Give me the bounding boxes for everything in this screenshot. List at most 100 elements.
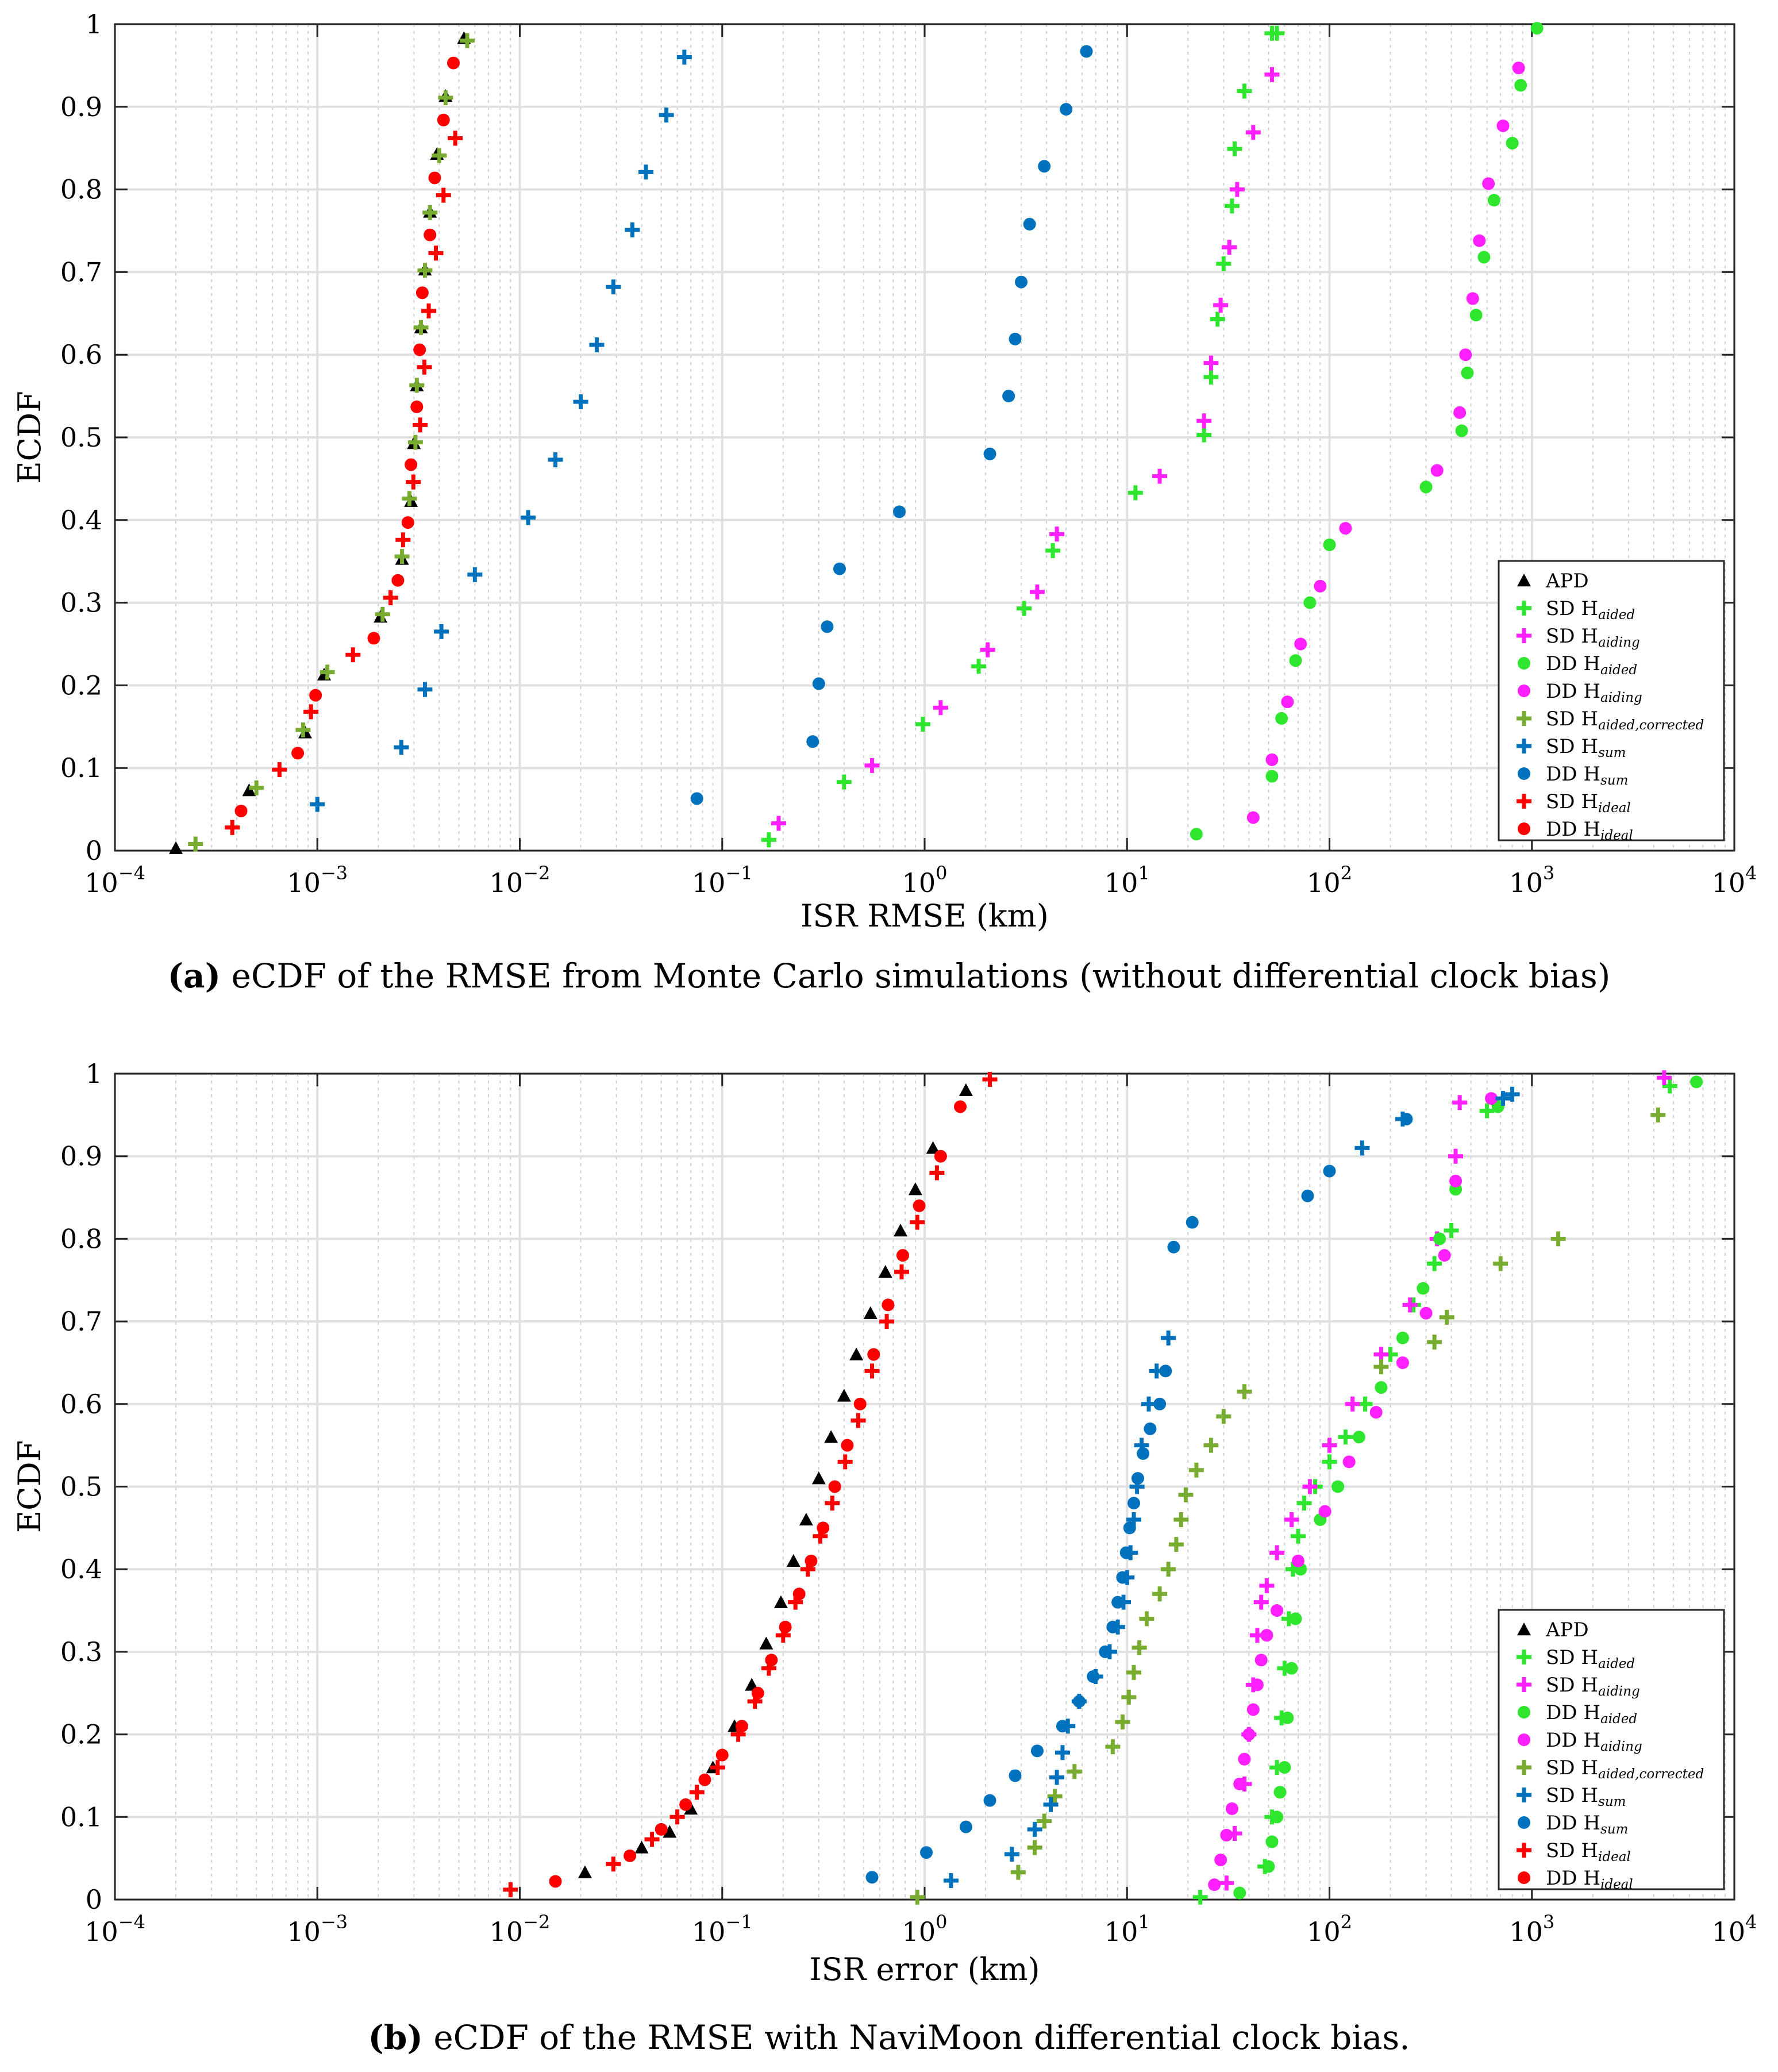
- data-point: [1323, 1164, 1336, 1178]
- data-point: [765, 1654, 778, 1667]
- data-point: [1318, 1505, 1331, 1518]
- y-tick-label: 0.7: [60, 1306, 102, 1337]
- data-point: [1269, 1545, 1285, 1560]
- caption: (a) eCDF of the RMSE from Monte Carlo si…: [168, 956, 1611, 995]
- data-point: [1186, 1216, 1199, 1229]
- data-point: [383, 590, 398, 605]
- legend-marker-sd_aided: [1517, 1650, 1531, 1664]
- data-point: [1461, 366, 1474, 379]
- data-point: [1196, 427, 1212, 443]
- x-axis-label: ISR error (km): [809, 1951, 1040, 1988]
- data-point: [1009, 1769, 1022, 1782]
- legend-marker-sd_corr: [1517, 1760, 1531, 1775]
- data-point: [310, 797, 325, 812]
- data-point: [409, 378, 425, 393]
- data-point: [1417, 1282, 1430, 1295]
- data-point: [679, 1798, 692, 1811]
- data-point: [1220, 1828, 1233, 1842]
- data-point: [1496, 119, 1510, 132]
- caption: (b) eCDF of the RMSE with NaviMoon diffe…: [368, 2018, 1410, 2057]
- x-tick-label: 101: [1104, 1911, 1150, 1947]
- y-axis-label: ECDF: [11, 391, 48, 484]
- legend-label-dd_sum: DD Hsum: [1546, 1812, 1628, 1837]
- x-tick-label: 101: [1104, 862, 1150, 898]
- data-point: [817, 1521, 830, 1535]
- y-tick-label: 0.9: [60, 1141, 102, 1172]
- data-point: [1493, 1256, 1508, 1271]
- data-point: [1087, 1670, 1100, 1683]
- data-point: [1259, 1578, 1275, 1593]
- data-point: [345, 647, 361, 663]
- series-dd_sum: [865, 1113, 1413, 1884]
- legend-marker-sd_aiding: [1517, 1677, 1531, 1692]
- data-point: [395, 532, 411, 548]
- data-point: [1357, 1396, 1373, 1412]
- data-point: [1126, 1664, 1142, 1680]
- data-point: [460, 33, 475, 48]
- data-point: [1123, 1521, 1136, 1535]
- data-point: [1289, 1612, 1302, 1625]
- x-tick-label: 102: [1307, 1911, 1352, 1947]
- y-tick-label: 0.4: [60, 1554, 102, 1585]
- data-point: [896, 1249, 909, 1262]
- data-point: [1269, 25, 1285, 41]
- data-point: [1439, 1309, 1454, 1325]
- data-point: [779, 1620, 792, 1633]
- x-tick-label: 102: [1307, 862, 1352, 898]
- data-point: [806, 735, 819, 748]
- legend-label-sd_aided: SD Haided: [1546, 597, 1635, 622]
- data-point: [1161, 1330, 1176, 1346]
- data-point: [1043, 1797, 1059, 1812]
- data-point: [1237, 83, 1252, 99]
- data-point: [1023, 217, 1036, 230]
- data-point: [606, 1856, 621, 1872]
- data-point: [413, 417, 428, 433]
- data-point: [1514, 79, 1527, 92]
- data-point: [910, 1889, 925, 1905]
- data-point: [1455, 424, 1468, 437]
- data-point: [1271, 1810, 1284, 1824]
- data-point: [1369, 1406, 1383, 1419]
- x-tick-label: 10−3: [287, 1911, 348, 1947]
- data-point: [391, 574, 405, 587]
- x-tick-label: 10−3: [287, 862, 348, 898]
- data-point: [1132, 1640, 1147, 1655]
- data-point: [982, 1072, 998, 1087]
- data-point: [689, 1785, 705, 1800]
- data-point: [1400, 1113, 1413, 1126]
- series-sd_aiding: [771, 67, 1280, 831]
- data-point: [1004, 1846, 1019, 1862]
- legend-marker-sd_sum: [1517, 739, 1531, 754]
- data-point: [821, 620, 834, 633]
- data-point: [225, 820, 240, 835]
- data-point: [865, 1871, 879, 1884]
- data-point: [1060, 103, 1073, 116]
- data-point: [698, 1773, 711, 1786]
- data-point: [1127, 1497, 1141, 1510]
- data-point: [394, 549, 410, 564]
- legend-marker-dd_ideal: [1518, 822, 1530, 835]
- x-tick-label: 10−1: [692, 862, 753, 898]
- legend-box: [1498, 560, 1725, 841]
- data-point: [655, 1823, 668, 1836]
- data-point: [415, 286, 429, 299]
- data-point: [773, 1595, 788, 1608]
- data-point: [1119, 1546, 1133, 1559]
- data-point: [841, 1439, 854, 1452]
- data-point: [1099, 1645, 1112, 1658]
- data-point: [710, 1760, 725, 1775]
- data-point: [1049, 1770, 1065, 1785]
- y-tick-label: 0.6: [60, 339, 102, 370]
- legend-label-sd_ideal: SD Hideal: [1546, 1839, 1631, 1865]
- data-point: [413, 320, 429, 335]
- data-point: [1121, 1689, 1137, 1705]
- data-point: [434, 624, 449, 639]
- data-point: [1167, 1240, 1180, 1254]
- data-point: [1222, 240, 1237, 255]
- y-tick-label: 0: [86, 1884, 102, 1915]
- data-point: [1345, 1396, 1360, 1412]
- series-dd_aided: [1190, 22, 1544, 841]
- data-point: [503, 1882, 518, 1897]
- series-dd_ideal: [234, 56, 460, 817]
